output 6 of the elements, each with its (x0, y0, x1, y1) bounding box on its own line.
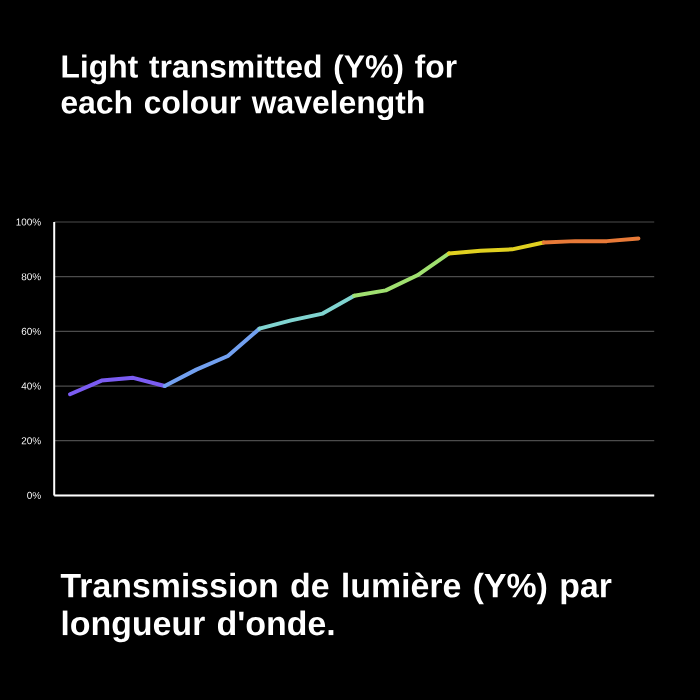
line-series (352, 251, 451, 298)
chart-title: Light transmitted (Y%) for each colour wavelength (61, 54, 457, 121)
line-series (257, 293, 357, 331)
line-series (162, 326, 262, 389)
line-series (68, 375, 167, 397)
text: Transmission de lumière (Y%) par longueur d'onde. (60, 572, 612, 643)
